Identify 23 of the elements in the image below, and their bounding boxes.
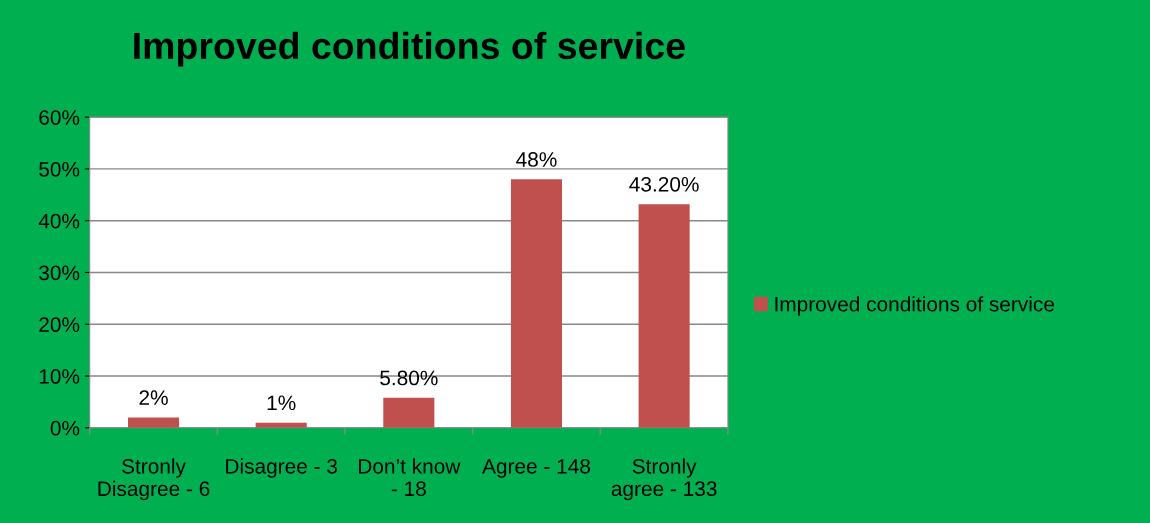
y-tick-label: 60% [39,110,80,125]
data-label: 1% [267,395,296,411]
chart-title: Improved conditions of service [134,31,685,67]
x-tick-label: Don’t know - 18 [359,458,461,497]
x-tick-label: Stronly Disagree - 6 [98,458,210,501]
data-label: 5.80% [380,370,438,386]
data-label: 2% [139,390,168,405]
legend-label: Improved conditions of service [775,296,1054,316]
x-tick-label: Agree - 148 [482,458,591,478]
bar [383,397,435,428]
y-tick-label: 20% [39,317,80,333]
bar [638,204,690,428]
y-tick-label: 30% [39,265,80,281]
y-tick-label: 40% [38,213,80,229]
data-label: 43.20% [629,176,699,192]
data-label: 48% [516,152,557,167]
x-tick-label: Disagree - 3 [226,458,337,478]
bar [128,417,180,428]
x-tick-label: Stronly agree - 133 [611,458,717,501]
y-tick-label: 0% [50,420,80,436]
y-tick-label: 10% [39,369,80,384]
bar [510,179,563,428]
y-tick-label: 50% [39,161,80,177]
